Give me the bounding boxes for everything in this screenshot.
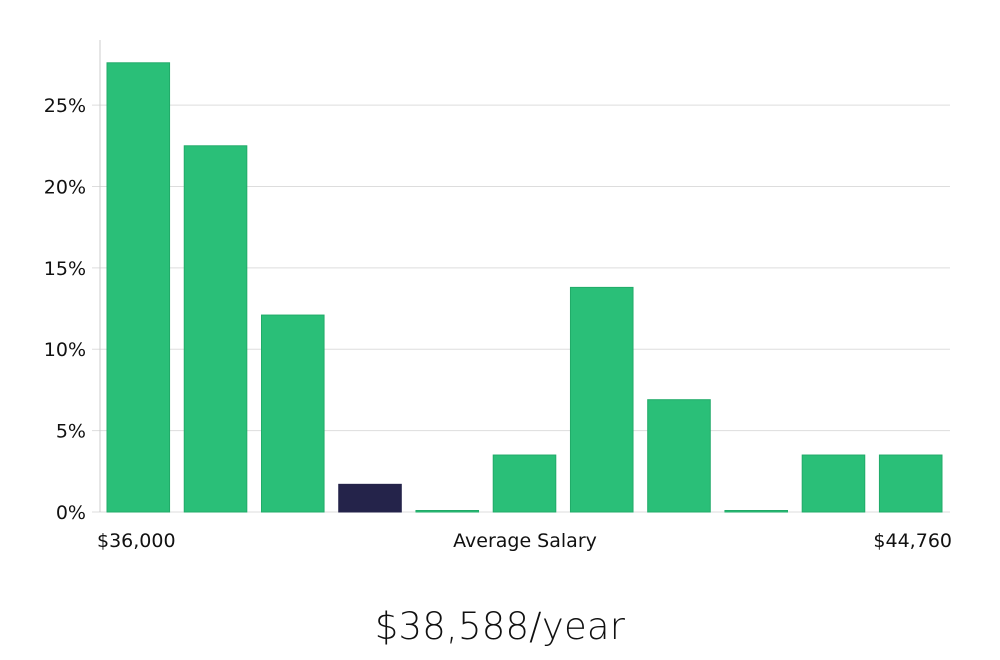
bar-highlighted [338, 483, 402, 513]
x-center-label: Average Salary [453, 530, 597, 552]
bar [106, 62, 171, 513]
y-tick-label: 15% [44, 258, 86, 280]
y-tick-label: 25% [44, 95, 86, 117]
bar [569, 286, 634, 513]
bar [492, 454, 557, 513]
bar [878, 454, 943, 513]
average-salary-value: $38,588/year [374, 605, 626, 648]
y-axis-ticks: 0% 5% 10% 15% 20% 25% [44, 95, 86, 524]
bars [106, 62, 943, 513]
bar [801, 454, 866, 513]
y-tick-label: 5% [56, 421, 86, 443]
bar [415, 510, 480, 513]
x-max-label: $44,760 [873, 530, 952, 552]
salary-distribution-chart: 0%5%10%15%20%25% $36,000 Average Salary … [44, 40, 952, 552]
y-tick-label: 10% [44, 339, 86, 361]
bar [647, 399, 711, 513]
bar [724, 510, 789, 513]
bar [183, 145, 248, 513]
y-tick-label: 20% [44, 176, 86, 198]
y-tick-label: 0% [56, 502, 86, 524]
x-min-label: $36,000 [97, 530, 176, 552]
bar [260, 314, 325, 513]
